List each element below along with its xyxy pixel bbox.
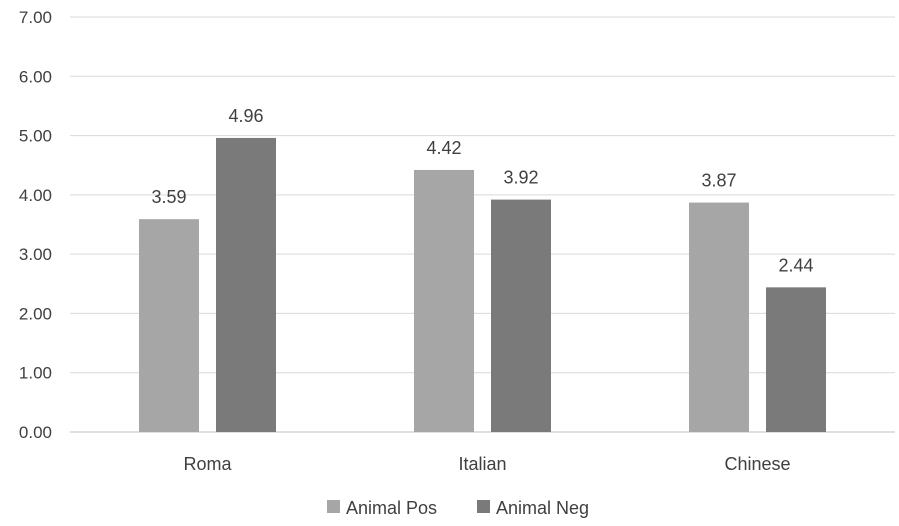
legend-label: Animal Pos [346,498,437,518]
y-tick-label: 7.00 [19,8,52,27]
legend-swatch [327,500,340,513]
data-label: 2.44 [778,255,813,275]
legend: Animal Pos Animal Neg [327,498,589,518]
bar-animal-neg-chinese [766,287,826,432]
data-label: 4.96 [228,106,263,126]
data-label: 3.87 [701,171,736,191]
legend-swatch [477,500,490,513]
category-label: Chinese [724,454,790,474]
category-label: Italian [458,454,506,474]
y-tick-label: 3.00 [19,245,52,264]
y-tick-label: 6.00 [19,67,52,86]
bar-animal-neg-roma [216,137,276,432]
bar-animal-pos-italian [414,169,474,432]
bar-animal-neg-italian [491,199,551,432]
gridlines [70,16,895,433]
data-labels: 3.59 4.96 4.42 3.92 3.87 2.44 [151,106,813,275]
y-tick-label: 5.00 [19,127,52,146]
y-axis-tick-labels: 0.00 1.00 2.00 3.00 4.00 5.00 6.00 7.00 [19,8,52,442]
y-tick-label: 2.00 [19,304,52,323]
category-labels: Roma Italian Chinese [183,454,790,474]
bar-animal-pos-chinese [689,202,749,432]
y-tick-label: 0.00 [19,423,52,442]
data-label: 3.59 [151,187,186,207]
bar-animal-pos-roma [139,219,199,432]
y-tick-label: 1.00 [19,364,52,383]
y-tick-label: 4.00 [19,186,52,205]
data-label: 4.42 [426,138,461,158]
category-label: Roma [183,454,232,474]
bars [139,137,826,432]
data-label: 3.92 [503,168,538,188]
legend-label: Animal Neg [496,498,589,518]
